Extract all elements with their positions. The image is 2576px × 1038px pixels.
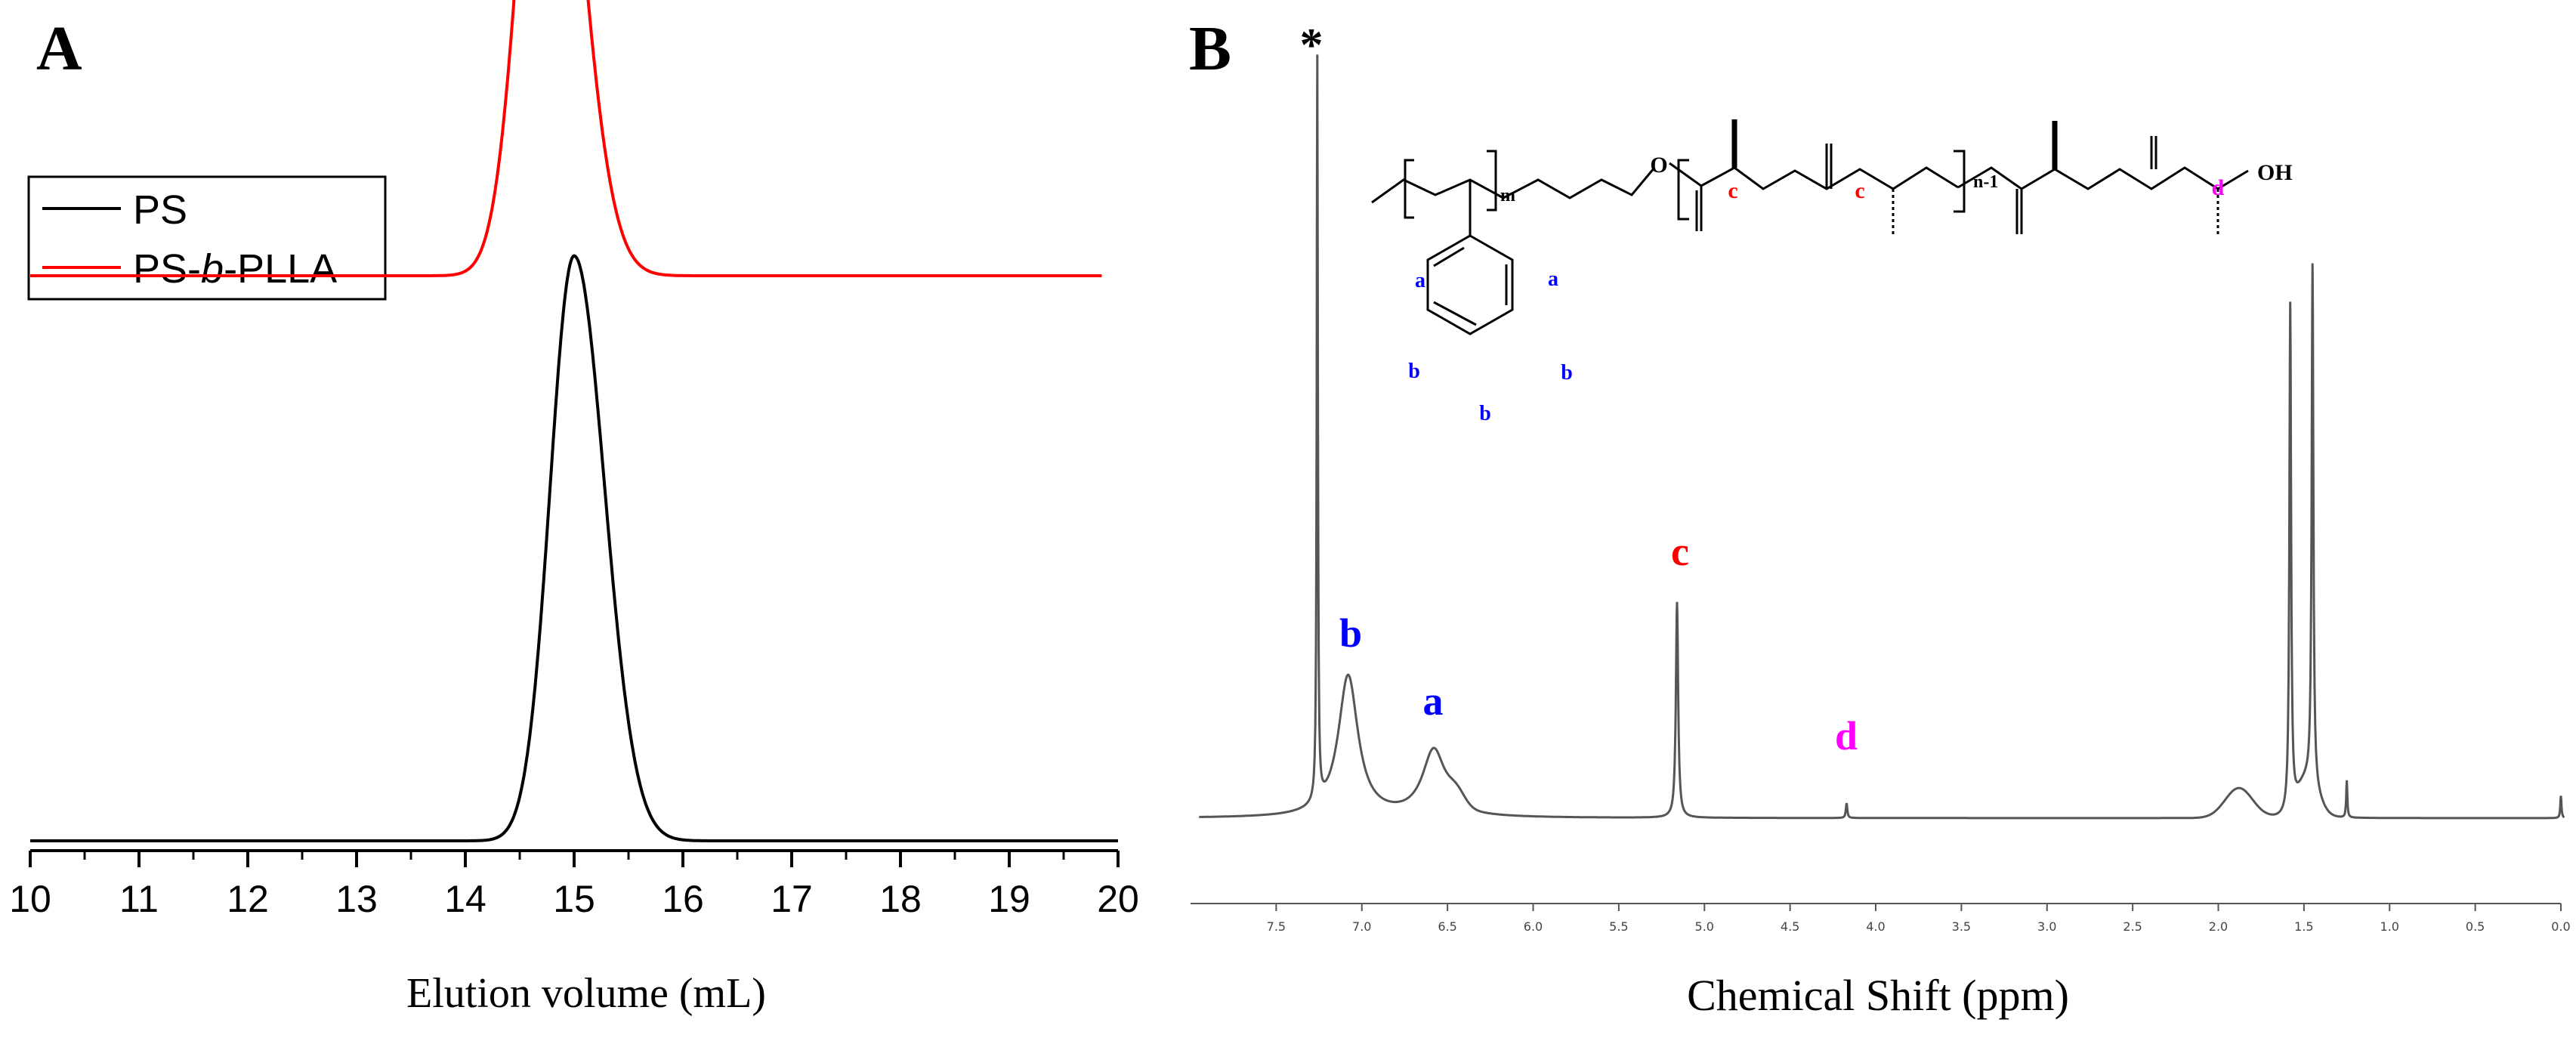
nmr-x-tick-label: 1.5: [2294, 919, 2313, 934]
structure-bracket: [1954, 150, 1966, 213]
nmr-x-tick-label: 0.0: [2551, 919, 2570, 934]
nmr-x-axis-ticks: 7.5 7.0 6.5 6.0 5.5 5.0 4.5 4.0 3.5 3.0 2.5 2.0 1.5 1…: [1267, 904, 2571, 934]
legend-label-part: PS-: [133, 246, 201, 292]
label-b-left: b: [1408, 360, 1420, 383]
legend-box: [27, 175, 387, 301]
series-line-ps-b-plla: [30, 0, 1102, 277]
structure-bond: [1669, 162, 1959, 190]
legend-label-ps: PS: [133, 187, 187, 233]
label-c-1: c: [1728, 178, 1737, 203]
panel-a: A PS PS-b-PLLA 10 11 12 13 14 15 16 17 18 19 20 El…: [9, 0, 1139, 1017]
x-axis-title: Elution volume (mL): [406, 970, 766, 1017]
structure-labels: m O n-1 OH c c d a a b b b: [1408, 153, 2292, 425]
phenyl-ring: [1426, 234, 1514, 335]
x-tick-label: 19: [988, 878, 1030, 920]
x-axis-ticks: 10 11 12 13 14 15 16 17 18 19 20: [9, 851, 1139, 920]
label-oh: OH: [2257, 160, 2293, 185]
series-line-ps: [30, 254, 1118, 842]
x-tick-label: 16: [662, 878, 704, 920]
x-tick-label: 17: [771, 878, 813, 920]
label-d: d: [2212, 175, 2225, 200]
legend-label-part-italic: b: [201, 246, 224, 292]
nmr-x-tick-label: 5.5: [1609, 919, 1628, 934]
peak-label-c: c: [1671, 529, 1689, 574]
nmr-x-tick-label: 2.5: [2123, 919, 2142, 934]
label-b-right: b: [1561, 361, 1573, 385]
nmr-x-tick-label: 7.5: [1267, 919, 1286, 934]
chemical-structure: [1371, 119, 2249, 335]
x-tick-label: 13: [335, 878, 378, 920]
label-a-right: a: [1548, 267, 1558, 291]
structure-bracket: [1487, 150, 1497, 212]
nmr-x-tick-label: 7.0: [1352, 919, 1371, 934]
nmr-spectrum-line: [1199, 54, 2565, 820]
structure-bond: [1371, 178, 1504, 204]
nmr-x-tick-label: 5.0: [1695, 919, 1714, 934]
structure-bracket: [1677, 159, 1689, 221]
label-m: m: [1500, 186, 1515, 205]
label-a-left: a: [1415, 269, 1425, 292]
peak-label-d: d: [1835, 713, 1858, 758]
legend-label-part: -PLLA: [224, 246, 337, 292]
nmr-x-axis-title: Chemical Shift (ppm): [1687, 971, 2069, 1020]
nmr-x-tick-label: 0.5: [2466, 919, 2485, 934]
nmr-x-tick-label: 4.0: [1866, 919, 1885, 934]
nmr-x-tick-label: 6.0: [1524, 919, 1543, 934]
structure-bracket: [1404, 159, 1414, 219]
label-b-bottom: b: [1479, 402, 1491, 425]
panel-b-label: B: [1189, 14, 1231, 84]
x-tick-label: 18: [879, 878, 922, 920]
label-c-2: c: [1855, 178, 1864, 203]
peak-label-a: a: [1423, 678, 1444, 724]
phenyl-double-bonds: [1433, 246, 1508, 326]
x-tick-label: 11: [119, 878, 159, 920]
x-tick-label: 10: [9, 878, 51, 920]
x-tick-label: 15: [553, 878, 595, 920]
nmr-x-tick-label: 6.5: [1438, 919, 1456, 934]
nmr-x-tick-label: 1.0: [2380, 919, 2399, 934]
structure-bond: [1503, 167, 1656, 199]
nmr-x-tick-label: 2.0: [2209, 919, 2228, 934]
nmr-x-tick-label: 3.5: [1952, 919, 1971, 934]
label-n-1: n-1: [1973, 172, 1998, 192]
nmr-x-tick-label: 4.5: [1781, 919, 1799, 934]
panel-a-label: A: [36, 14, 82, 84]
nmr-x-tick-label: 3.0: [2037, 919, 2056, 934]
peak-label-b: b: [1339, 610, 1362, 656]
label-oxygen: O: [1650, 153, 1667, 178]
legend: PS PS-b-PLLA: [27, 175, 387, 301]
panel-b: B * b a c d: [1189, 14, 2571, 1020]
x-tick-label: 14: [444, 878, 486, 920]
x-tick-label: 20: [1097, 878, 1139, 920]
peak-label-solvent: *: [1300, 20, 1324, 71]
x-tick-label: 12: [227, 878, 269, 920]
legend-label-ps-b-plla: PS-b-PLLA: [133, 246, 337, 292]
structure-bond: [1957, 166, 2249, 190]
